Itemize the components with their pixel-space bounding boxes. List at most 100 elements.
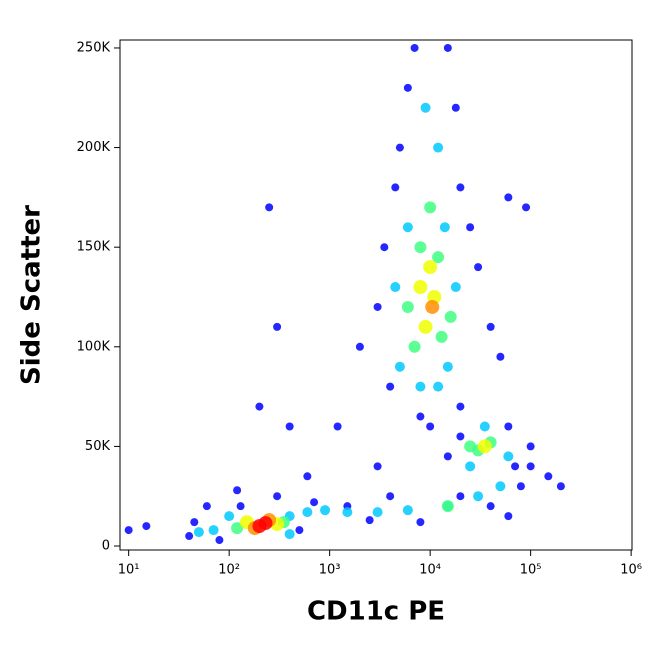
y-axis-label: Side Scatter	[17, 205, 47, 385]
y-tick-label: 100K	[77, 339, 111, 354]
point	[401, 300, 414, 313]
point	[432, 251, 445, 264]
point	[373, 302, 382, 311]
point	[391, 183, 400, 192]
point	[556, 482, 565, 491]
point	[420, 102, 431, 113]
y-tick-label: 250K	[77, 40, 111, 55]
point	[474, 263, 483, 272]
point	[236, 502, 245, 511]
point	[486, 502, 495, 511]
point	[511, 462, 520, 471]
point	[285, 422, 294, 431]
x-axis-label: CD11c PE	[307, 597, 445, 627]
point	[456, 432, 465, 441]
point	[190, 518, 199, 527]
point	[215, 536, 224, 545]
point	[386, 382, 395, 391]
point	[295, 526, 304, 535]
point	[273, 322, 282, 331]
point	[193, 527, 204, 538]
point	[365, 516, 374, 525]
point	[416, 518, 425, 527]
point	[441, 500, 454, 513]
point	[504, 193, 513, 202]
x-tick-label: 10⁴	[419, 563, 441, 578]
point	[464, 440, 477, 453]
point	[479, 421, 490, 432]
point	[302, 507, 313, 518]
point	[303, 472, 312, 481]
point	[395, 143, 404, 152]
point	[394, 361, 405, 372]
point	[273, 492, 282, 501]
point	[124, 526, 133, 535]
point	[423, 260, 438, 275]
point	[495, 481, 506, 492]
point	[433, 381, 444, 392]
point	[373, 462, 382, 471]
x-tick-label: 10³	[319, 563, 341, 578]
point	[435, 330, 448, 343]
point	[456, 402, 465, 411]
point	[185, 532, 194, 541]
point	[310, 498, 319, 507]
point	[544, 472, 553, 481]
point	[403, 83, 412, 92]
point	[450, 282, 461, 293]
point	[142, 522, 151, 531]
y-tick-label: 150K	[77, 240, 111, 255]
point	[372, 507, 383, 518]
point	[380, 243, 389, 252]
point	[456, 492, 465, 501]
x-tick-label: 10⁵	[520, 563, 542, 578]
point	[442, 361, 453, 372]
point	[477, 439, 492, 454]
point	[473, 491, 484, 502]
point	[265, 203, 274, 212]
point	[516, 482, 525, 491]
point	[255, 402, 264, 411]
x-tick-label: 10⁶	[620, 563, 642, 578]
point	[320, 505, 331, 516]
y-tick-label: 0	[102, 539, 110, 554]
point	[408, 340, 421, 353]
point	[526, 442, 535, 451]
point	[496, 352, 505, 361]
point	[355, 342, 364, 351]
point	[414, 241, 427, 254]
point	[503, 451, 514, 462]
y-tick-label: 200K	[77, 140, 111, 155]
point	[426, 422, 435, 431]
point	[390, 282, 401, 293]
y-tick-label: 50K	[85, 439, 111, 454]
x-tick-label: 10¹	[118, 563, 140, 578]
point	[439, 222, 450, 233]
point	[522, 203, 531, 212]
point	[433, 142, 444, 153]
point	[486, 322, 495, 331]
point	[410, 43, 419, 52]
x-tick-label: 10²	[218, 563, 240, 578]
point	[402, 222, 413, 233]
point	[413, 280, 428, 295]
point	[386, 492, 395, 501]
point	[465, 461, 476, 472]
point	[443, 452, 452, 461]
point	[444, 310, 457, 323]
point	[284, 529, 295, 540]
point	[402, 505, 413, 516]
plot-frame	[119, 39, 633, 551]
point	[415, 381, 426, 392]
point	[416, 412, 425, 421]
point	[504, 422, 513, 431]
point	[202, 502, 211, 511]
point	[258, 516, 273, 531]
point	[224, 511, 235, 522]
point	[456, 183, 465, 192]
point	[425, 299, 440, 314]
point	[451, 103, 460, 112]
point	[526, 462, 535, 471]
point	[418, 319, 433, 334]
